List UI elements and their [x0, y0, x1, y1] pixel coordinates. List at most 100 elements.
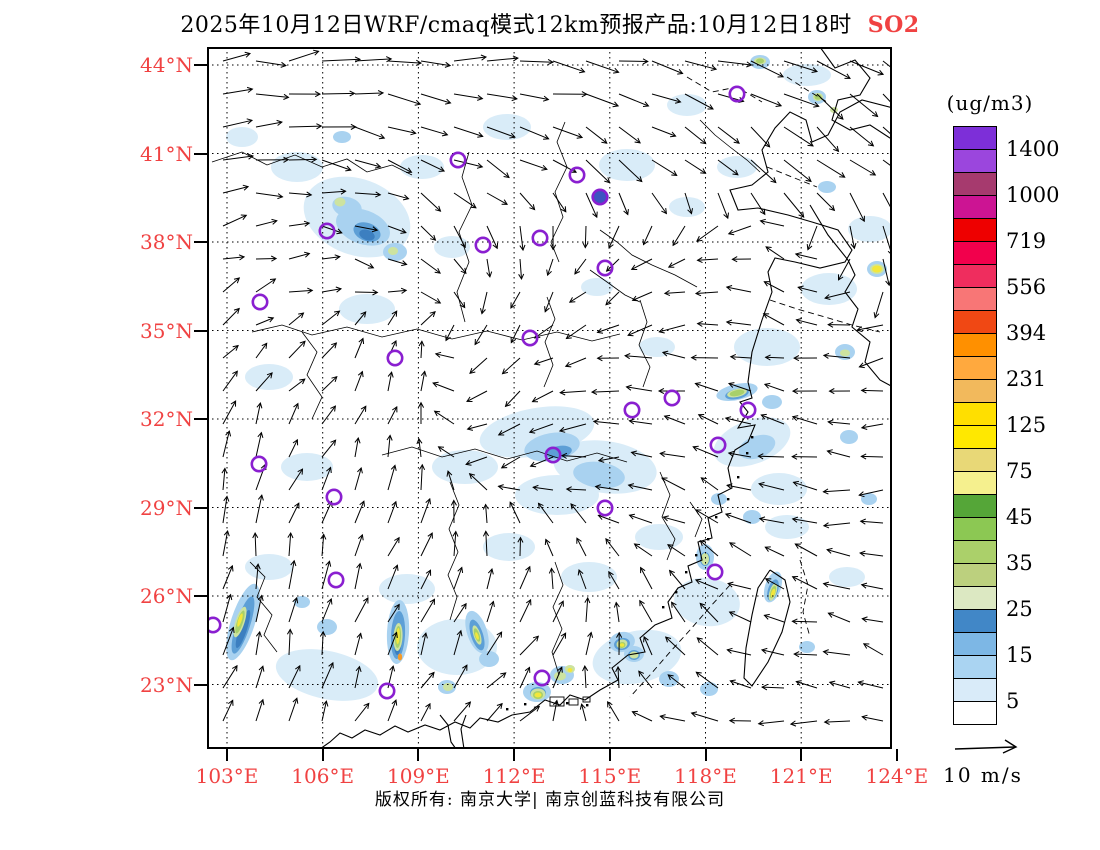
legend-color-box — [953, 379, 997, 403]
legend-value-label: 5 — [1006, 689, 1020, 713]
lat-axis-tick — [194, 152, 207, 155]
station-marker — [709, 436, 727, 454]
map-canvas — [204, 46, 912, 750]
station-marker — [591, 188, 609, 206]
station-marker — [318, 222, 336, 240]
station-marker — [449, 151, 467, 169]
pollution-fill-layer — [226, 55, 892, 702]
legend-color-box — [953, 333, 997, 357]
legend-color-box — [953, 563, 997, 587]
lat-axis-label: 26°N — [140, 584, 193, 608]
lon-axis-tick — [417, 749, 420, 761]
lat-axis-label: 29°N — [140, 495, 193, 520]
lat-axis-label: 38°N — [140, 230, 193, 254]
legend-color-box — [953, 632, 997, 656]
legend-color-box — [953, 517, 997, 541]
lon-axis-label: 109°E — [387, 764, 450, 788]
station-marker — [325, 488, 343, 506]
lon-axis-label: 112°E — [482, 764, 546, 788]
legend-color-box — [953, 540, 997, 564]
legend-color-box — [953, 126, 997, 150]
geography-layer — [211, 46, 894, 750]
legend-value-label: 1000 — [1006, 183, 1060, 207]
legend-value-label: 35 — [1006, 551, 1033, 575]
lon-axis-tick — [895, 749, 898, 761]
legend-color-box — [953, 402, 997, 426]
lon-axis-tick — [226, 749, 228, 761]
legend-color-box — [953, 471, 997, 495]
legend-color-box — [953, 241, 997, 265]
station-marker — [378, 682, 396, 700]
lat-axis-tick — [194, 683, 207, 686]
legend-value-label: 15 — [1006, 643, 1033, 667]
lat-axis-label: 35°N — [140, 318, 193, 343]
legend-value-label: 25 — [1006, 597, 1033, 621]
legend-value-label: 125 — [1006, 413, 1047, 437]
legend-color-box — [953, 195, 997, 219]
legend-color-box — [953, 149, 997, 173]
lon-axis-label: 124°E — [865, 764, 929, 788]
lat-axis-tick — [194, 595, 207, 597]
station-marker — [474, 236, 492, 254]
lon-axis-tick — [704, 749, 707, 761]
legend-value-label: 75 — [1006, 459, 1033, 483]
lon-axis-label: 106°E — [291, 764, 355, 788]
legend-unit-label: (ug/m3) — [946, 91, 1034, 115]
legend-color-box — [953, 172, 997, 196]
station-marker — [327, 571, 345, 589]
lon-axis-tick — [513, 749, 516, 761]
station-marker — [596, 499, 614, 517]
legend-color-box — [953, 287, 997, 311]
lat-axis-label: 23°N — [140, 672, 193, 697]
lon-axis-label: 115°E — [578, 764, 642, 788]
station-marker — [663, 389, 681, 407]
legend-value-label: 231 — [1006, 367, 1047, 391]
legend-value-label: 556 — [1006, 275, 1047, 299]
lat-axis-tick — [194, 64, 207, 66]
legend-color-box — [953, 494, 997, 518]
title-main: 2025年10月12日WRF/cmaq模式12km预报产品:10月12日18时 — [180, 13, 852, 38]
page-title: 2025年10月12日WRF/cmaq模式12km预报产品:10月12日18时 S… — [0, 7, 1100, 39]
lat-axis-label: 32°N — [140, 407, 193, 431]
legend-value-label: 1400 — [1006, 137, 1060, 161]
legend-color-box — [953, 448, 997, 472]
legend-color-box — [953, 218, 997, 242]
station-marker — [706, 563, 724, 581]
lat-axis-label: 41°N — [140, 141, 193, 166]
legend-color-box — [953, 310, 997, 334]
lat-axis-label: 44°N — [140, 53, 193, 77]
lat-axis-tick — [194, 418, 207, 420]
wind-scale: 10 m/s — [923, 737, 1043, 787]
title-species: SO2 — [867, 12, 920, 38]
lon-axis-tick — [800, 749, 803, 761]
legend-value-label: 394 — [1006, 321, 1047, 345]
legend-color-box — [953, 701, 997, 725]
wind-vector-layer — [221, 49, 912, 727]
station-marker — [531, 229, 549, 247]
legend-color-box — [953, 586, 997, 610]
graticule-layer — [207, 47, 898, 749]
lat-axis-tick — [194, 241, 207, 243]
station-marker — [728, 85, 746, 103]
wind-scale-arrow-icon — [954, 739, 1018, 754]
forecast-map — [204, 46, 912, 750]
legend-value-label: 719 — [1006, 229, 1047, 253]
lat-axis-tick — [194, 506, 207, 509]
station-marker — [596, 259, 614, 277]
wind-scale-label: 10 m/s — [943, 763, 1023, 787]
station-marker — [739, 401, 757, 419]
legend-color-box — [953, 655, 997, 679]
station-marker — [568, 166, 586, 184]
copyright-line: 版权所有: 南京大学| 南京创蓝科技有限公司 — [374, 790, 726, 810]
station-marker — [544, 446, 562, 464]
lon-axis-label: 103°E — [195, 764, 259, 788]
station-marker — [533, 669, 551, 687]
station-marker — [250, 455, 268, 473]
station-marker — [623, 401, 641, 419]
legend-value-label: 45 — [1006, 505, 1033, 529]
legend-color-box — [953, 264, 997, 288]
station-marker — [386, 349, 404, 367]
legend-color-box — [953, 356, 997, 380]
legend-color-box — [953, 678, 997, 702]
